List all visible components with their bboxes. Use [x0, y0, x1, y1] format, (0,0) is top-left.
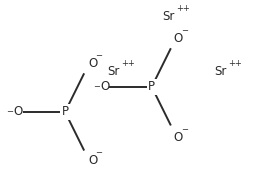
Text: O: O — [173, 32, 182, 45]
Text: Sr: Sr — [161, 10, 174, 23]
Text: −: − — [93, 82, 100, 91]
Text: −: − — [95, 52, 102, 60]
Text: P: P — [61, 105, 68, 119]
Text: P: P — [148, 80, 155, 93]
Text: −: − — [180, 125, 187, 134]
Text: O: O — [13, 105, 23, 119]
Text: ++: ++ — [227, 59, 241, 68]
Text: ++: ++ — [121, 59, 134, 68]
Text: −: − — [95, 148, 102, 157]
Text: O: O — [88, 57, 97, 70]
Text: −: − — [6, 108, 13, 116]
Text: Sr: Sr — [213, 65, 226, 78]
Text: ++: ++ — [175, 4, 189, 13]
Text: O: O — [173, 130, 182, 144]
Text: O: O — [100, 80, 109, 93]
Text: O: O — [88, 154, 97, 167]
Text: Sr: Sr — [107, 65, 119, 78]
Text: −: − — [180, 26, 187, 35]
